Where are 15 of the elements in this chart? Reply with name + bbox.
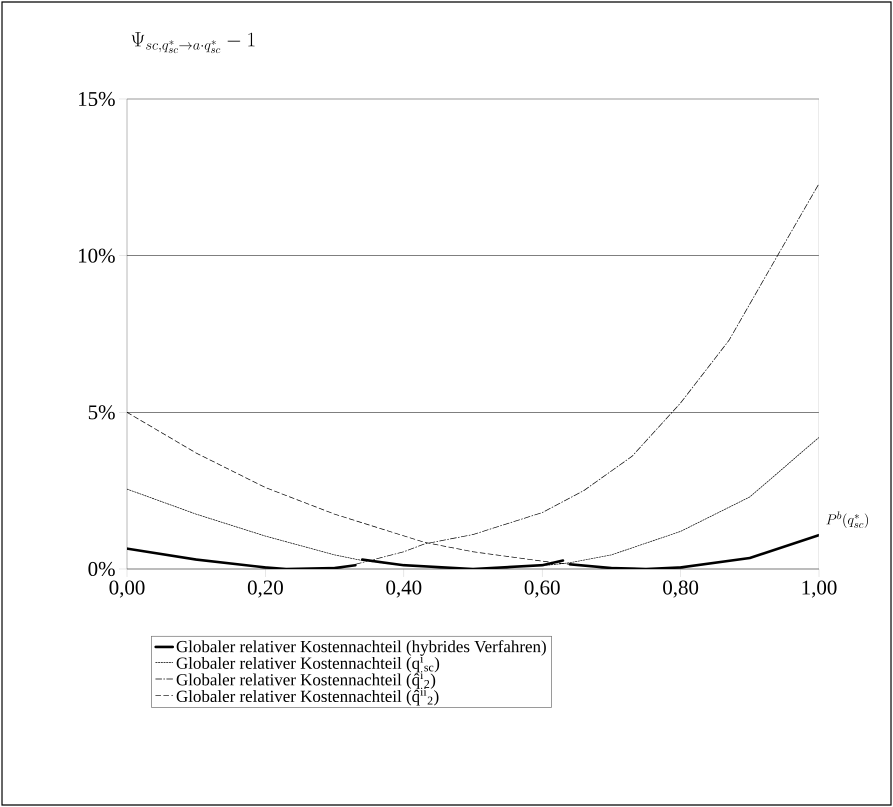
legend-label: Globaler relativer Kostennachteil (q̂$^{i}$$_{2}$) — [176, 671, 436, 689]
y-tick-label: 10% — [79, 248, 115, 263]
y-axis-title: $\Psi_{sc,q^{*}_{sc}\to a\cdot q^{*}_{sc}}-1$ — [131, 32, 254, 54]
legend-label: Globaler relativer Kostennachteil (q̂$^{ii}$$_{2}$) — [176, 688, 438, 706]
x-tick-label: 0,00 — [109, 580, 145, 598]
x-tick-label: 0,40 — [386, 580, 422, 598]
x-axis-title: $P^{b}(q^{*}_{sc})$ — [826, 511, 868, 528]
y-tick-label: 15% — [79, 92, 115, 106]
x-tick-label: 1,00 — [802, 580, 837, 598]
y-tick-label: 0% — [88, 562, 115, 576]
y-tick-label: 5% — [88, 405, 115, 420]
x-tick-label: 0,60 — [524, 580, 560, 598]
x-tick-label: 0,20 — [248, 580, 283, 598]
legend-label: Globaler relativer Kostennachteil (hybrides Verfahren) — [176, 640, 546, 656]
x-tick-label: 0,80 — [663, 580, 698, 598]
